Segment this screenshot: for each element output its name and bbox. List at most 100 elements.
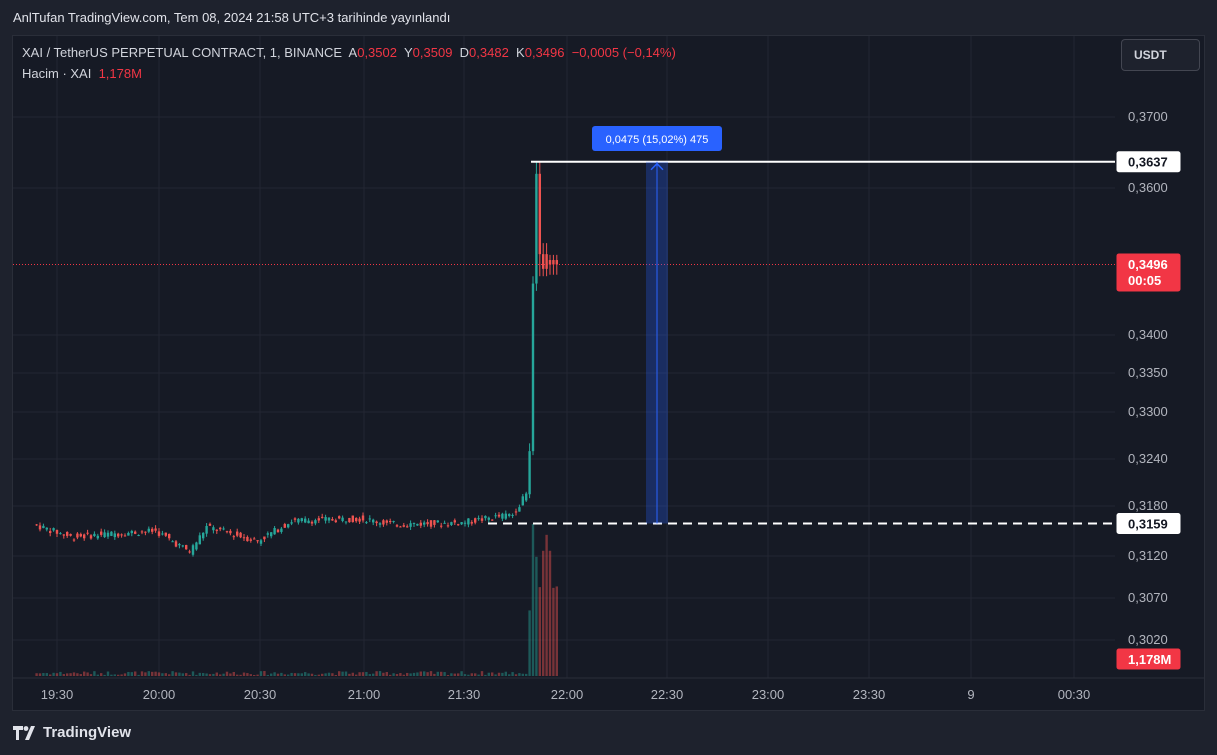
- volume-bar: [389, 674, 392, 676]
- candle-body: [334, 520, 337, 523]
- volume-bar: [433, 673, 436, 676]
- volume-bar: [168, 674, 171, 676]
- candle-body: [395, 525, 399, 527]
- volume-bar: [144, 672, 147, 676]
- close-label: K: [516, 45, 525, 60]
- volume-bar: [382, 672, 385, 676]
- candle-body: [147, 528, 150, 532]
- candle-body: [484, 515, 487, 519]
- candle-body: [103, 532, 106, 538]
- candle-body: [504, 513, 507, 519]
- volume-bar: [103, 674, 106, 676]
- candle-body: [120, 534, 123, 536]
- volume-bar: [191, 671, 195, 676]
- volume-bars: [35, 523, 558, 676]
- candle-body: [280, 528, 283, 532]
- candle-body: [117, 533, 120, 537]
- volume-bar: [229, 673, 232, 676]
- candle-body: [321, 516, 324, 518]
- volume-bar: [106, 671, 110, 676]
- candle-body: [307, 520, 310, 524]
- candle-body: [409, 523, 412, 527]
- volume-bar: [463, 674, 467, 676]
- volume-bar: [429, 671, 433, 676]
- candle-body: [525, 493, 528, 501]
- volume-bar: [355, 674, 358, 676]
- high-value: 0,3509: [412, 45, 453, 60]
- candle-body: [310, 521, 314, 524]
- candle-body: [365, 522, 368, 524]
- volume-bar: [501, 672, 504, 676]
- volume-bar: [416, 672, 419, 676]
- volume-bar: [283, 674, 286, 676]
- volume-bar: [385, 671, 388, 676]
- candle-body: [178, 543, 181, 546]
- volume-bar: [477, 674, 480, 676]
- volume-bar: [113, 674, 116, 676]
- candle-body: [161, 533, 164, 535]
- volume-bar: [331, 673, 334, 676]
- volume-bar: [96, 674, 99, 676]
- candle-body: [246, 536, 249, 542]
- candle-body: [270, 532, 273, 537]
- volume-bar: [409, 673, 412, 676]
- volume-bar: [49, 674, 52, 676]
- volume-bar: [548, 550, 552, 676]
- candle-body: [474, 518, 477, 523]
- candle-body: [137, 534, 140, 536]
- candle-body: [548, 260, 552, 265]
- candle-body: [497, 514, 501, 517]
- candle-body: [385, 520, 388, 523]
- candle-body: [276, 529, 280, 533]
- volume-bar: [256, 674, 259, 676]
- volume-bar: [246, 673, 249, 676]
- candle-body: [127, 532, 130, 536]
- candles: [35, 161, 558, 557]
- volume-bar: [365, 671, 368, 676]
- volume-bar: [419, 671, 422, 676]
- candle-body: [440, 525, 443, 527]
- volume-bar: [42, 673, 45, 676]
- y-tick-label: 0,3180: [1128, 498, 1168, 513]
- candle-body: [283, 524, 286, 528]
- candle-body: [212, 527, 215, 531]
- candle-body: [249, 539, 252, 541]
- y-tick-label: 0,3120: [1128, 548, 1168, 563]
- y-tick-label: 0,3240: [1128, 451, 1168, 466]
- candle-body: [542, 254, 545, 269]
- candle-body: [157, 531, 161, 536]
- volume-bar: [300, 673, 303, 676]
- candle-body: [378, 523, 382, 525]
- measure-label-box: [592, 126, 722, 151]
- symbol-name: XAI / TetherUS PERPETUAL CONTRACT, 1, BI…: [22, 45, 343, 60]
- x-tick-label: 21:30: [448, 687, 481, 702]
- volume-bar: [307, 673, 310, 676]
- candle-body: [290, 522, 293, 524]
- volume-bar: [38, 673, 42, 676]
- candle-body: [96, 535, 99, 539]
- candle-body: [358, 518, 361, 522]
- candle-body: [55, 530, 59, 534]
- candle-body: [202, 532, 205, 539]
- high-label: Y: [403, 45, 413, 60]
- y-tick-label: 0,3020: [1128, 632, 1168, 647]
- currency-button[interactable]: USDT: [1121, 39, 1200, 71]
- volume-bar: [491, 672, 494, 676]
- y-tick-label: 0,3070: [1128, 590, 1168, 605]
- candle-body: [297, 518, 300, 523]
- volume-bar: [225, 671, 229, 676]
- volume-bar: [202, 673, 205, 676]
- candle-body: [317, 518, 320, 521]
- volume-bar: [531, 523, 535, 676]
- brand-name: TradingView: [43, 724, 132, 741]
- change-value: −0,0005 (−0,14%): [571, 45, 676, 60]
- symbol-legend: XAI / TetherUS PERPETUAL CONTRACT, 1, BI…: [22, 45, 676, 60]
- x-tick-label: 23:00: [752, 687, 785, 702]
- candle-body: [351, 515, 354, 522]
- volume-bar: [154, 671, 157, 676]
- y-tick-label: 0,3350: [1128, 365, 1168, 380]
- volume-bar: [127, 671, 130, 676]
- volume-bar: [453, 673, 456, 676]
- volume-bar: [399, 673, 402, 676]
